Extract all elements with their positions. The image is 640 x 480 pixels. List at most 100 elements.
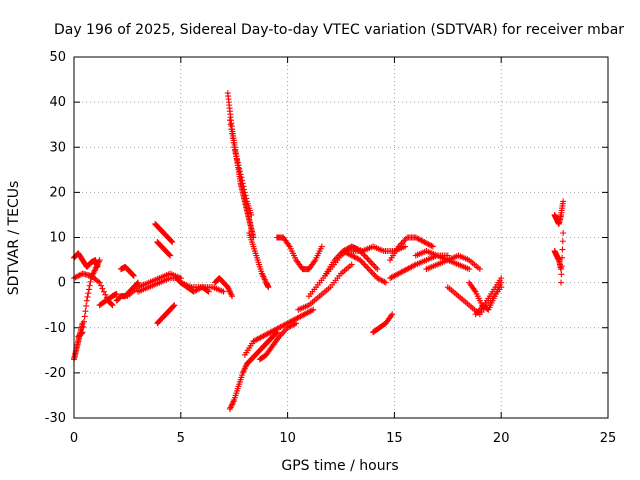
series-arc21	[256, 320, 300, 363]
y-tick-label: 20	[49, 185, 66, 200]
data-point	[230, 139, 237, 146]
data-point	[229, 293, 236, 300]
data-point	[231, 144, 238, 151]
data-point	[241, 186, 248, 193]
data-point	[293, 320, 300, 327]
data-point	[233, 153, 240, 160]
data-point	[166, 251, 173, 258]
data-point	[170, 302, 177, 309]
y-tick-label: 40	[49, 95, 66, 110]
data-point	[80, 323, 87, 330]
data-point	[108, 301, 115, 308]
data-point	[81, 313, 88, 320]
x-tick-label: 20	[493, 431, 510, 446]
data-point	[308, 307, 315, 314]
data-point	[98, 282, 105, 289]
data-point	[291, 320, 298, 327]
data-point	[242, 192, 249, 199]
data-point	[85, 286, 92, 293]
series-arc26	[340, 248, 389, 286]
x-axis-tick-labels: 0 5 10 15 20 25	[70, 431, 616, 446]
data-point	[234, 156, 241, 163]
series-arc35	[472, 275, 505, 318]
series-arc11	[154, 239, 174, 259]
y-tick-label: -30	[45, 411, 66, 426]
data-point	[382, 279, 389, 286]
series-arc12	[154, 302, 178, 327]
series-arc36	[551, 198, 567, 227]
data-point	[86, 282, 93, 289]
data-point	[318, 243, 325, 250]
y-axis-tick-labels: -30 -20 -10 0 10 20 30 40 50	[45, 50, 66, 426]
data-point	[228, 126, 235, 133]
data-point	[238, 174, 245, 181]
data-point	[171, 302, 178, 309]
series-arc15	[211, 275, 236, 300]
data-point	[239, 177, 246, 184]
data-point	[265, 284, 272, 291]
data-point	[381, 278, 388, 285]
data-point	[96, 257, 103, 264]
series-arc38	[558, 229, 567, 286]
data-point	[237, 171, 244, 178]
series-arc7	[117, 263, 137, 279]
x-tick-label: 0	[70, 431, 78, 446]
data-point	[87, 278, 94, 285]
series-arc14	[177, 279, 227, 295]
data-point	[229, 135, 236, 142]
data-point	[83, 297, 90, 304]
chart-title: Day 196 of 2025, Sidereal Day-to-day VTE…	[54, 22, 624, 38]
data-point	[231, 147, 238, 154]
data-point	[466, 266, 473, 273]
data-point	[227, 121, 234, 128]
data-point	[428, 242, 435, 249]
data-point	[240, 183, 247, 190]
series-arc4	[71, 270, 116, 309]
plot-frame	[73, 56, 609, 419]
data-point	[558, 266, 565, 273]
data-point	[226, 117, 233, 124]
data-point	[229, 130, 236, 137]
data-point	[241, 189, 248, 196]
series-arc10	[152, 220, 176, 246]
y-axis-title: SDTVAR / TECUs	[6, 181, 22, 296]
y-tick-label: 50	[49, 50, 66, 65]
series-arc29	[387, 234, 436, 264]
data-point	[169, 239, 176, 246]
series-arc9	[135, 275, 184, 295]
data-point	[83, 302, 90, 309]
data-point	[96, 279, 103, 286]
data-point	[239, 180, 246, 187]
series-arc6	[113, 279, 142, 304]
series-arc22	[273, 234, 325, 273]
x-tick-label: 10	[279, 431, 296, 446]
x-tick-label: 15	[386, 431, 403, 446]
data-point	[100, 288, 107, 295]
data-point	[243, 195, 250, 202]
series-arc2	[71, 320, 86, 363]
data-point	[498, 275, 505, 282]
series-arc32	[423, 252, 483, 273]
data-point	[411, 262, 418, 269]
data-point	[248, 211, 255, 218]
x-tick-label: 5	[177, 431, 185, 446]
data-point	[560, 198, 567, 205]
data-point	[220, 288, 227, 295]
data-point	[429, 243, 436, 250]
data-point	[559, 254, 566, 261]
data-points	[71, 90, 567, 412]
data-point	[95, 278, 102, 285]
data-point	[402, 243, 409, 250]
data-point	[559, 238, 566, 245]
data-point	[113, 290, 120, 297]
data-point	[82, 308, 89, 315]
data-point	[167, 252, 174, 259]
data-point	[348, 261, 355, 268]
y-tick-label: 30	[49, 140, 66, 155]
data-point	[109, 302, 116, 309]
data-point	[130, 272, 137, 279]
data-point	[558, 263, 565, 270]
series-arc19	[226, 329, 280, 412]
